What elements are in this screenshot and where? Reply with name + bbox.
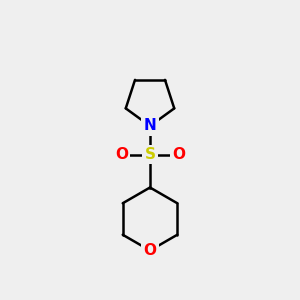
- Text: O: O: [172, 147, 185, 162]
- Text: S: S: [145, 147, 155, 162]
- Text: O: O: [143, 243, 157, 258]
- Text: O: O: [115, 147, 128, 162]
- Text: N: N: [144, 118, 156, 134]
